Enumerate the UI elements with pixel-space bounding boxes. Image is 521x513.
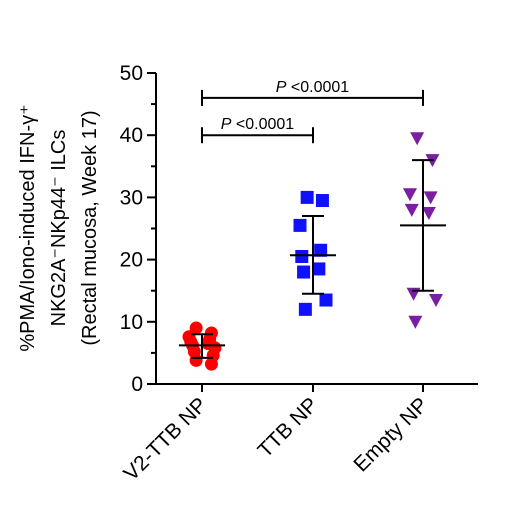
- data-point: [421, 206, 436, 220]
- data-point: [204, 357, 218, 371]
- y-tick-label: 20: [120, 249, 143, 272]
- data-point: [312, 262, 326, 276]
- data-point: [293, 218, 307, 232]
- y-tick-label: 10: [120, 311, 143, 334]
- data-point: [298, 302, 312, 316]
- data-point: [189, 321, 203, 335]
- y-tick-label: 40: [120, 124, 143, 147]
- data-point: [319, 293, 333, 307]
- data-point: [404, 203, 419, 217]
- y-axis-label-line: (Rectal mucosa, Week 17): [79, 110, 101, 345]
- y-axis-ticks: 0 10 20 30 40 50: [120, 62, 156, 396]
- data-point: [410, 132, 425, 146]
- p-value-label: P <0.0001: [221, 116, 295, 133]
- x-category-label: Empty NP: [349, 393, 432, 476]
- y-tick-label: 50: [120, 62, 143, 85]
- error-bars: [179, 159, 446, 359]
- data-point: [408, 315, 423, 329]
- data-point: [300, 190, 314, 204]
- data-point: [295, 249, 309, 263]
- data-points: [182, 132, 443, 371]
- p-value-label: P <0.0001: [276, 79, 350, 96]
- x-category-label: TTB NP: [253, 393, 322, 462]
- y-axis-label: %PMA/Iono-induced IFN-γ⁺ NKG2A⁻NKp44⁻ ILC…: [17, 104, 101, 351]
- data-point: [189, 353, 203, 367]
- y-axis-label-line: NKG2A⁻NKp44⁻ ILCs: [48, 130, 70, 327]
- data-point: [403, 188, 417, 202]
- data-point: [429, 294, 443, 308]
- data-point: [297, 265, 311, 279]
- data-point: [314, 243, 328, 257]
- y-tick-label: 0: [131, 373, 143, 396]
- significance-annotations: P <0.0001 P <0.0001: [201, 79, 424, 144]
- data-point: [423, 191, 438, 205]
- x-axis-category-labels: V2-TTB NP TTB NP Empty NP: [119, 384, 433, 485]
- y-axis-label-line: %PMA/Iono-induced IFN-γ⁺: [17, 104, 39, 351]
- y-tick-label: 30: [120, 186, 143, 209]
- data-point: [315, 194, 329, 208]
- x-category-label: V2-TTB NP: [119, 393, 211, 485]
